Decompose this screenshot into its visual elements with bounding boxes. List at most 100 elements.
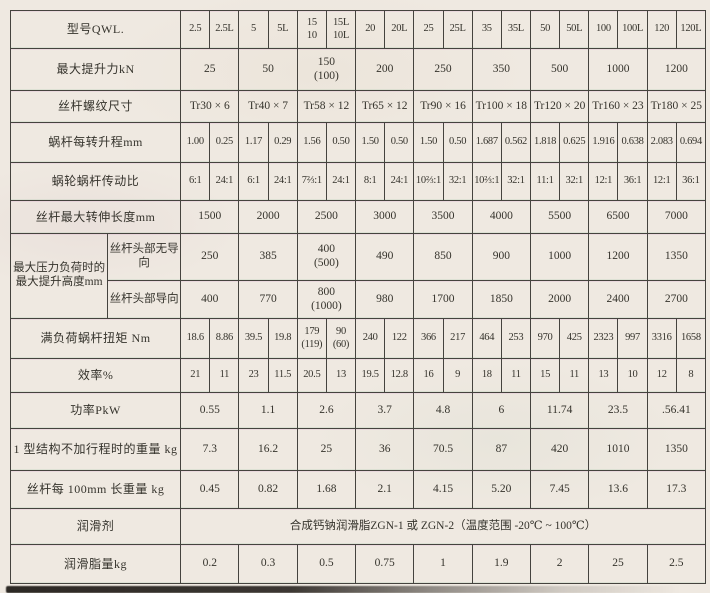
table-cell: 0.25 — [209, 122, 240, 163]
table-cell: 39.5 — [238, 318, 269, 359]
table-cell: 217 — [442, 318, 473, 359]
table-cell: 1.916 — [588, 122, 619, 163]
table-cell: 16.2 — [238, 428, 298, 471]
row-label: 功率PkW — [9, 392, 182, 429]
table-cell: 13.6 — [588, 470, 648, 509]
table-cell: 490 — [355, 233, 415, 281]
spec-table: 型号QWL. 2.5 2.5L 5 5L 15 10 15L 10L 20 20L 25 25L 35… — [9, 10, 707, 584]
table-cell: 2 — [529, 544, 590, 584]
table-cell: 25L — [442, 10, 473, 49]
table-cell: 500 — [529, 48, 590, 91]
table-cell: 12:1 — [646, 162, 677, 201]
table-cell: 200 — [355, 48, 415, 91]
table-cell: 366 — [413, 318, 444, 359]
table-cell: 17.3 — [646, 470, 707, 509]
table-cell: 0.5 — [296, 544, 357, 584]
table-row: 效率% 21 11 23 11.5 20.5 13 19.5 12.8 16 9 18 11 15 11 13… — [9, 358, 707, 393]
table-cell: 0.75 — [355, 544, 415, 584]
table-cell: 11 — [559, 358, 590, 393]
table-cell: 70.5 — [413, 428, 473, 471]
table-row: 最大压力负荷时的 最大提升高度mm 丝杆头部无导向 250 385 400 (500) 4… — [9, 233, 707, 319]
row-label: 蜗轮蜗杆传动比 — [9, 162, 182, 201]
table-cell: 10⅔:1 — [471, 162, 502, 201]
table-cell: 4000 — [471, 200, 532, 234]
table-cell: 2000 — [238, 200, 298, 234]
table-cell: 0.50 — [384, 122, 415, 163]
table-cell: 20 — [355, 10, 386, 49]
table-cell: 0.50 — [442, 122, 473, 163]
table-cell: 36:1 — [675, 162, 707, 201]
table-cell: 385 — [238, 233, 298, 281]
table-cell: 0.625 — [559, 122, 590, 163]
table-cell: 6:1 — [238, 162, 269, 201]
table-cell: 9 — [442, 358, 473, 393]
row-label: 润滑剂 — [9, 508, 182, 545]
table-cell: 25 — [588, 544, 648, 584]
table-row: 满负荷蜗杆扭矩 Nm 18.6 8.86 39.5 19.8 179 (119) 90 (6… — [9, 318, 707, 359]
table-cell: 0.50 — [325, 122, 357, 163]
table-cell: 240 — [355, 318, 386, 359]
table-cell: 0.55 — [180, 392, 240, 429]
table-cell: 120L — [675, 10, 707, 49]
table-cell: 8 — [675, 358, 707, 393]
row-label: 丝杆最大转伸长度mm — [9, 200, 182, 234]
table-cell: 6500 — [588, 200, 648, 234]
table-row: 丝杆最大转伸长度mm 1500 2000 2500 3000 3500 4000 5500 65… — [9, 200, 707, 234]
row-label: 型号QWL. — [9, 10, 182, 49]
table-row: 蜗轮蜗杆传动比 6:1 24:1 6:1 24:1 7⅔:1 24:1 8:1 24:1 10⅔:… — [9, 162, 707, 201]
table-cell: 0.2 — [180, 544, 240, 584]
table-cell: 1200 — [646, 48, 707, 91]
table-cell: 7⅔:1 — [296, 162, 327, 201]
table-cell: 11.5 — [267, 358, 298, 393]
table-cell: 1010 — [588, 428, 648, 471]
table-cell: 4.15 — [413, 470, 473, 509]
table-cell: 11 — [209, 358, 240, 393]
table-cell: Tr65 × 12 — [355, 90, 415, 123]
table-cell: 0.45 — [180, 470, 240, 509]
table-cell: 425 — [559, 318, 590, 359]
table-cell: 1.50 — [355, 122, 386, 163]
row-label: 最大压力负荷时的 最大提升高度mm — [9, 233, 109, 319]
table-row: 蜗杆每转升程mm 1.00 0.25 1.17 0.29 1.56 0.50 1.50 0.50… — [9, 122, 707, 163]
row-label: 效率% — [9, 358, 182, 393]
table-cell: 1.00 — [180, 122, 211, 163]
table-cell: 8:1 — [355, 162, 386, 201]
table-row: 丝杆螺纹尺寸 Tr30 × 6 Tr40 × 7 Tr58 × 12 Tr65 × 12… — [9, 90, 707, 123]
table-cell: .56.41 — [646, 392, 707, 429]
table-cell: Tr160 × 23 — [588, 90, 648, 123]
table-cell: 25 — [413, 10, 444, 49]
table-cell: 997 — [617, 318, 648, 359]
row-label: 满负荷蜗杆扭矩 Nm — [9, 318, 182, 359]
table-cell: 12 — [646, 358, 677, 393]
table-cell: Tr40 × 7 — [238, 90, 298, 123]
table-row: 1 型结构不加行程时的重量 kg 7.3 16.2 25 36 70.5 87 420 1010… — [9, 428, 707, 471]
table-cell: 0.562 — [500, 122, 532, 163]
table-cell: 12:1 — [588, 162, 619, 201]
table-cell: 1350 — [646, 428, 707, 471]
table-cell: 2400 — [588, 280, 648, 319]
table-cell: 11 — [500, 358, 532, 393]
table-cell: 2000 — [529, 280, 590, 319]
table-cell: 253 — [500, 318, 532, 359]
table-cell: 2.1 — [355, 470, 415, 509]
table-cell: Tr58 × 12 — [296, 90, 357, 123]
table-cell: 1.68 — [296, 470, 357, 509]
row-label: 润滑脂量kg — [9, 544, 182, 584]
table-cell: 2.6 — [296, 392, 357, 429]
table-cell: 1700 — [413, 280, 473, 319]
table-cell: 122 — [384, 318, 415, 359]
table-cell: 1.50 — [413, 122, 444, 163]
table-cell: 0.3 — [238, 544, 298, 584]
table-row: 功率PkW 0.55 1.1 2.6 3.7 4.8 6 11.74 23.5.56.41 — [9, 392, 707, 429]
table-cell: 13 — [325, 358, 357, 393]
table-cell: 24:1 — [267, 162, 298, 201]
table-cell: 23.5 — [588, 392, 648, 429]
table-cell: 20L — [384, 10, 415, 49]
table-cell: 11.74 — [529, 392, 590, 429]
row-sublabel: 丝杆头部导向 — [107, 280, 182, 319]
row-label: 最大提升力kN — [9, 48, 182, 91]
table-cell: 3500 — [413, 200, 473, 234]
table-row: 润滑脂量kg 0.2 0.3 0.5 0.75 1 1.9 2 25 2.5 — [9, 544, 707, 584]
table-cell: 1.9 — [471, 544, 532, 584]
table-cell: 6 — [471, 392, 532, 429]
